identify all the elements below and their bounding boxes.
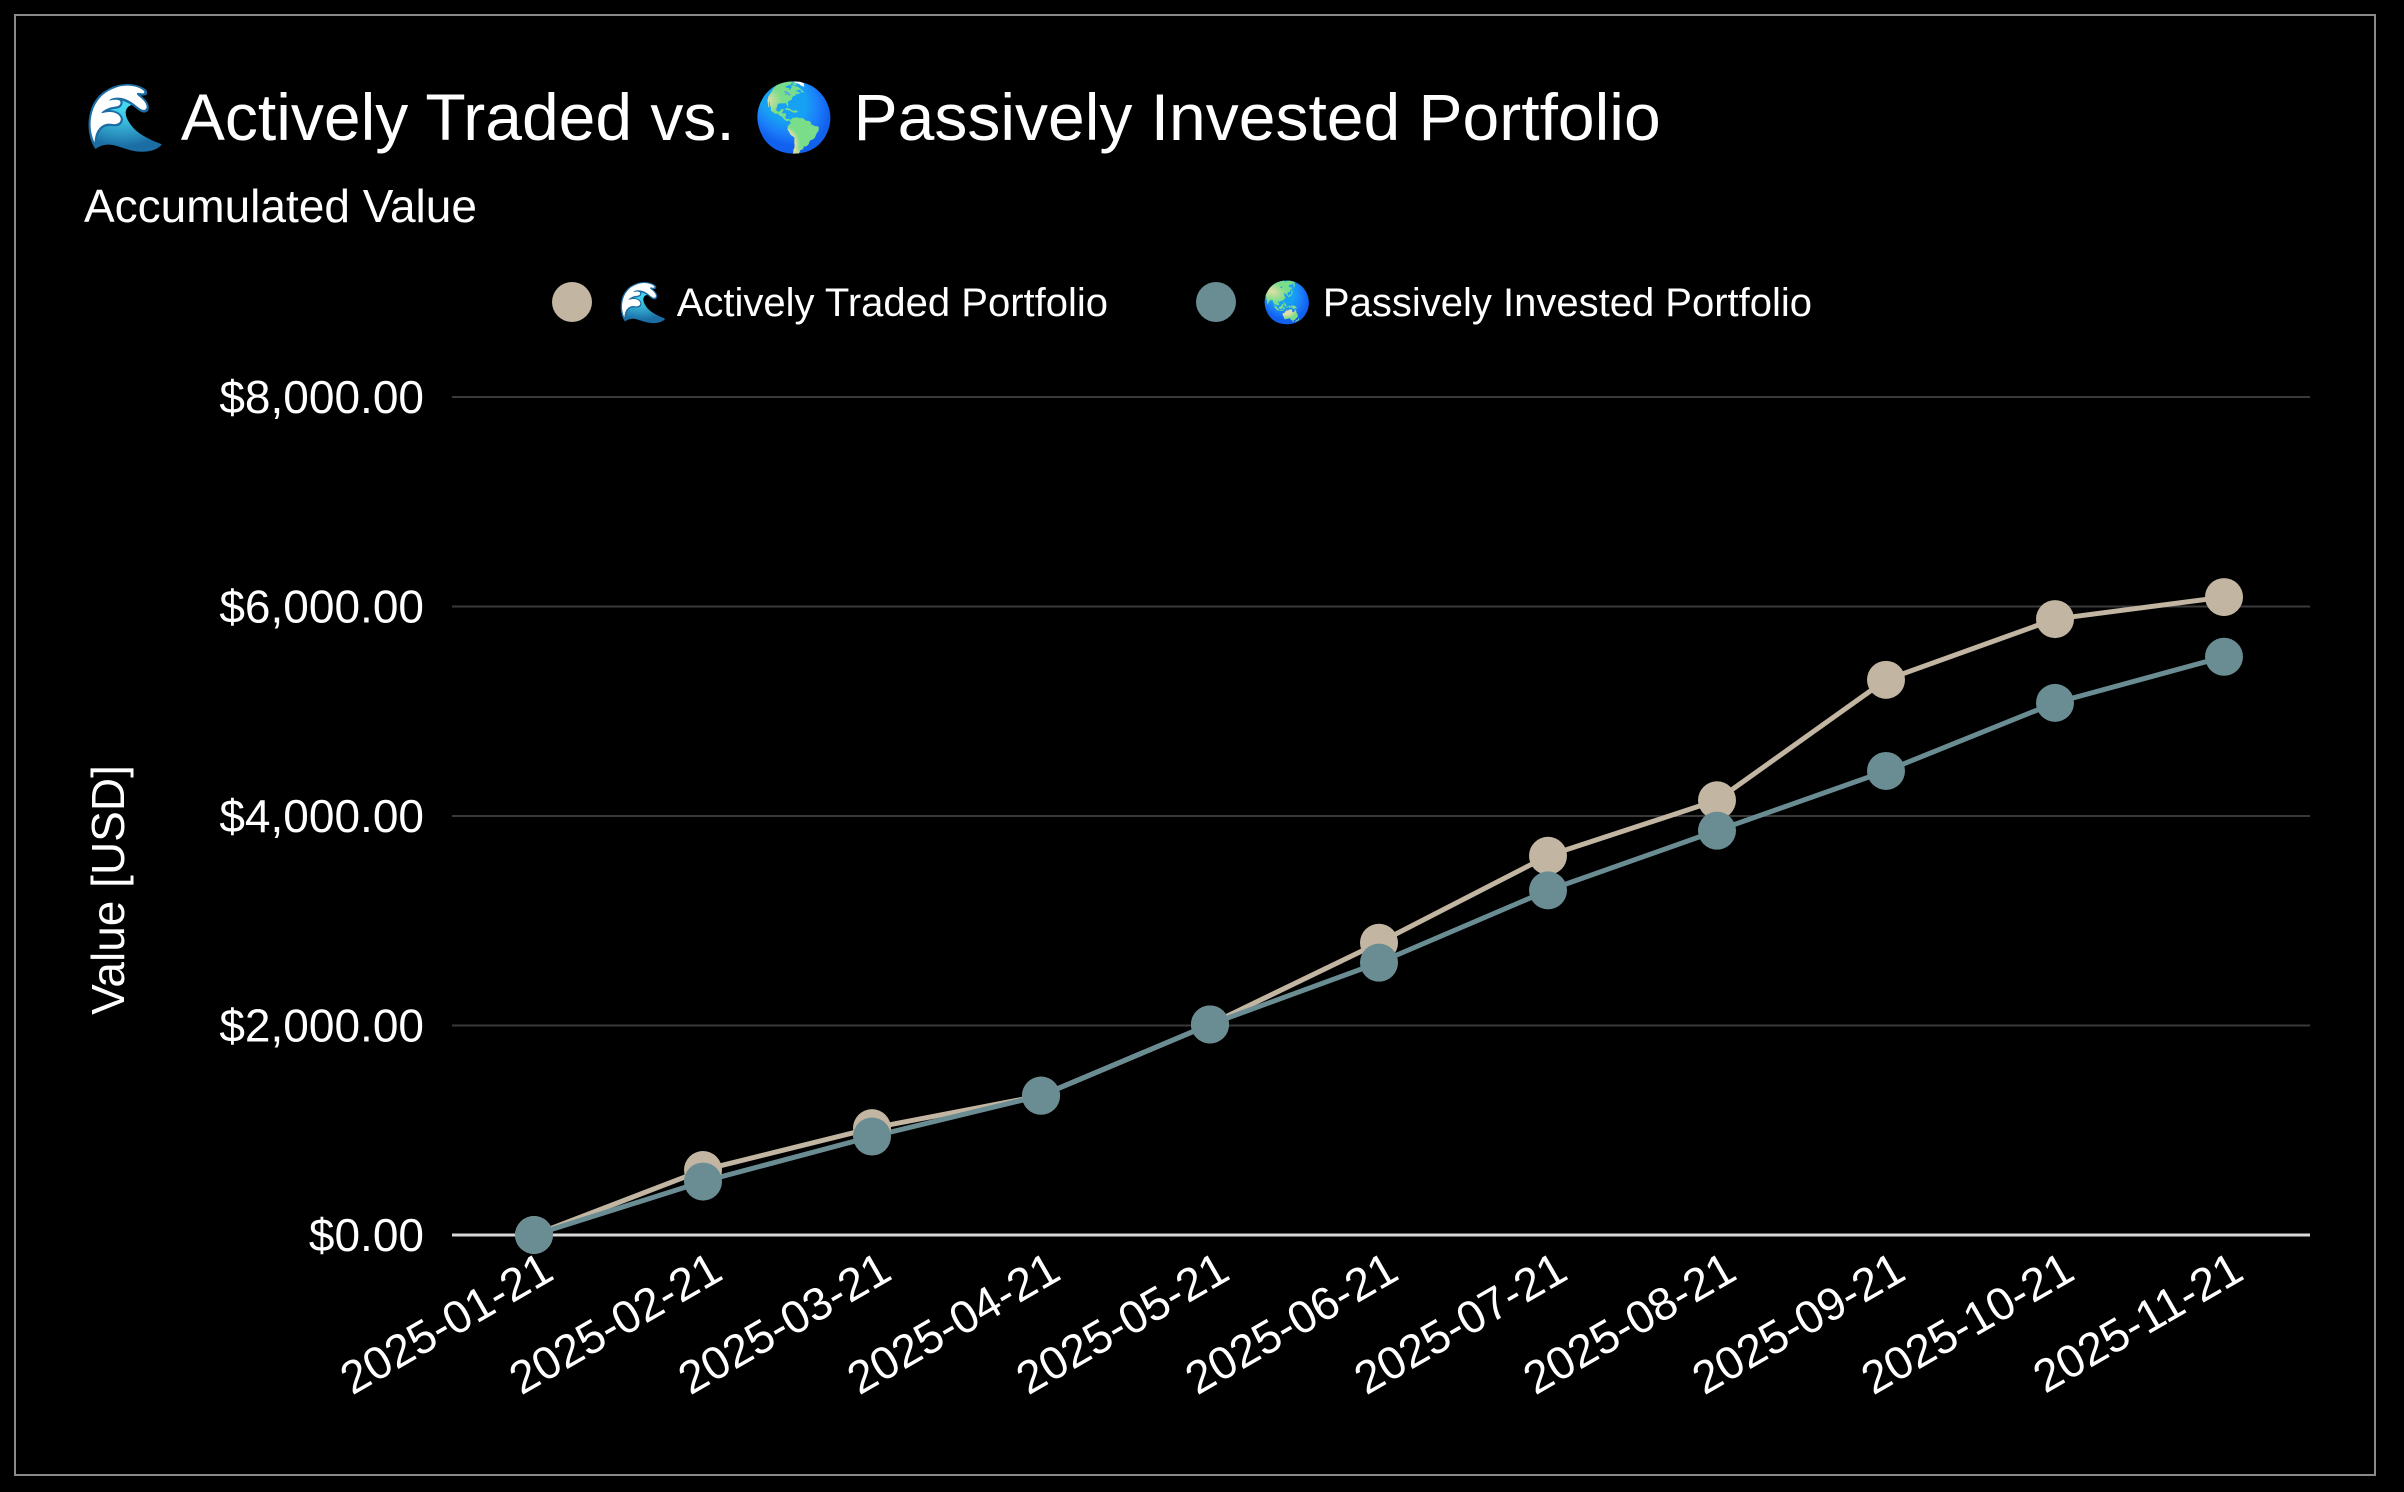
- data-point-passive[interactable]: [1698, 811, 1736, 850]
- x-axis-ticks: 2025-01-212025-02-212025-03-212025-04-21…: [331, 1242, 2251, 1405]
- data-point-passive[interactable]: [1022, 1076, 1060, 1115]
- data-point-passive[interactable]: [684, 1162, 722, 1201]
- legend-marker: [552, 282, 592, 322]
- series-points: [515, 578, 2243, 1254]
- data-point-passive[interactable]: [1360, 943, 1398, 982]
- chart-frame: [14, 14, 2376, 1476]
- data-point-passive[interactable]: [1867, 751, 1905, 790]
- data-point-passive[interactable]: [1191, 1005, 1229, 1044]
- y-tick-label: $4,000.00: [219, 790, 424, 842]
- chart-subtitle: Accumulated Value: [84, 180, 477, 232]
- chart-title: 🌊 Actively Traded vs. 🌎 Passively Invest…: [84, 80, 1661, 155]
- series-lines: [533, 594, 2225, 1238]
- legend-label: 🌊 Actively Traded Portfolio: [618, 279, 1108, 325]
- data-point-active[interactable]: [2036, 600, 2074, 639]
- data-point-active[interactable]: [1529, 836, 1567, 875]
- y-tick-label: $8,000.00: [219, 371, 424, 423]
- series-line-active: [533, 594, 2225, 1238]
- data-point-active[interactable]: [2205, 578, 2243, 617]
- data-point-passive[interactable]: [515, 1216, 553, 1254]
- data-point-passive[interactable]: [2205, 637, 2243, 676]
- y-tick-label: $6,000.00: [219, 581, 424, 633]
- data-point-passive[interactable]: [853, 1117, 891, 1156]
- data-point-passive[interactable]: [1529, 871, 1567, 910]
- y-tick-label: $0.00: [309, 1209, 424, 1261]
- data-point-passive[interactable]: [2036, 683, 2074, 722]
- grid-lines: [452, 396, 2310, 1237]
- data-point-active[interactable]: [1698, 781, 1736, 820]
- legend-label: 🌏 Passively Invested Portfolio: [1262, 279, 1812, 325]
- data-point-active[interactable]: [1867, 660, 1905, 699]
- y-tick-label: $2,000.00: [219, 1000, 424, 1052]
- y-axis-ticks: $0.00 $2,000.00 $4,000.00 $6,000.00 $8,000.0…: [219, 371, 424, 1261]
- legend-marker: [1196, 282, 1236, 322]
- y-axis-label: Value [USD]: [82, 765, 134, 1015]
- legend: 🌊 Actively Traded Portfolio 🌏 Passively I…: [552, 279, 1812, 325]
